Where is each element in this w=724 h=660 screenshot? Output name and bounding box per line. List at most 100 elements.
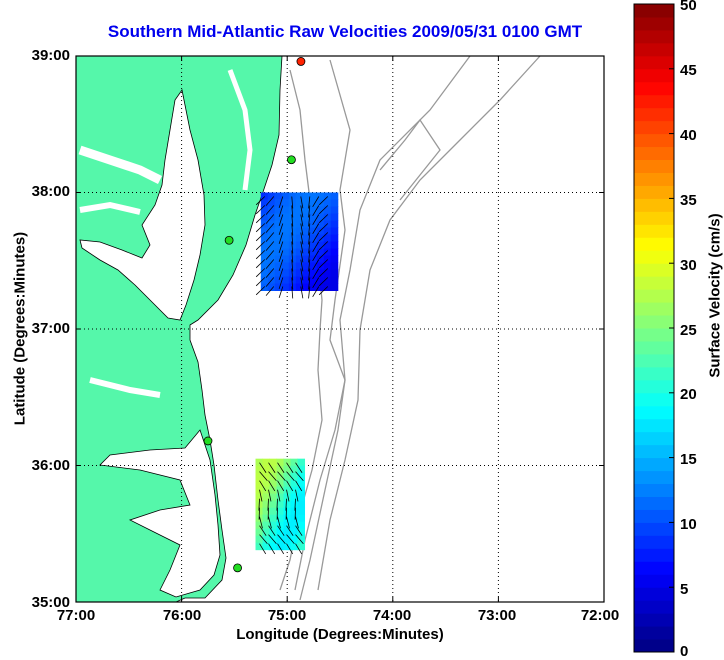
velocity-cell: [256, 543, 264, 551]
velocity-cell: [268, 242, 276, 250]
colorbar-segment: [634, 289, 674, 302]
velocity-cell: [331, 277, 339, 285]
colorbar-segment: [634, 56, 674, 69]
velocity-cell: [331, 207, 339, 215]
velocity-cell: [282, 270, 290, 278]
x-axis-label: Longitude (Degrees:Minutes): [75, 626, 605, 643]
x-tick-label: 74:00: [362, 607, 422, 624]
velocity-cell: [298, 536, 306, 544]
velocity-cell: [270, 515, 278, 523]
velocity-cell: [263, 459, 271, 467]
colorbar-segment: [634, 445, 674, 458]
velocity-cell: [324, 228, 332, 236]
colorbar-segment: [634, 211, 674, 224]
velocity-cell: [270, 508, 278, 516]
colorbar-segment: [634, 4, 674, 17]
y-tick-label: 39:00: [8, 47, 70, 64]
colorbar-segment: [634, 30, 674, 43]
velocity-cell: [275, 284, 283, 292]
velocity-cell: [324, 249, 332, 257]
colorbar-segment: [634, 43, 674, 56]
velocity-cell: [298, 508, 306, 516]
velocity-cell: [268, 284, 276, 292]
velocity-cell: [268, 263, 276, 271]
colorbar-segment: [634, 393, 674, 406]
velocity-cell: [282, 256, 290, 264]
velocity-cell: [331, 221, 339, 229]
velocity-cell: [298, 515, 306, 523]
velocity-cell: [331, 270, 339, 278]
velocity-cell: [324, 242, 332, 250]
colorbar-segment: [634, 276, 674, 289]
colorbar-segment: [634, 458, 674, 471]
colorbar-tick-label: 50: [680, 0, 710, 14]
colorbar-tick-label: 15: [680, 451, 710, 468]
colorbar-segment: [634, 250, 674, 263]
x-tick-label: 72:00: [570, 607, 630, 624]
velocity-cell: [284, 501, 292, 509]
colorbar-segment: [634, 95, 674, 108]
y-axis-label: Latitude (Degrees:Minutes): [12, 189, 29, 469]
velocity-cell: [282, 235, 290, 243]
y-tick-label: 35:00: [8, 594, 70, 611]
velocity-cell: [331, 284, 339, 292]
colorbar-segment: [634, 561, 674, 574]
colorbar-segment: [634, 172, 674, 185]
velocity-cell: [268, 249, 276, 257]
velocity-cell: [331, 242, 339, 250]
colorbar-segment: [634, 263, 674, 276]
colorbar-segment: [634, 185, 674, 198]
velocity-cell: [270, 501, 278, 509]
colorbar-segment: [634, 160, 674, 173]
colorbar-segment: [634, 522, 674, 535]
colorbar-tick-label: 5: [680, 581, 710, 598]
colorbar-segment: [634, 198, 674, 211]
velocity-cell: [256, 473, 264, 481]
velocity-cell: [298, 501, 306, 509]
colorbar-tick-label: 10: [680, 516, 710, 533]
velocity-cell: [331, 249, 339, 257]
colorbar-segment: [634, 302, 674, 315]
radar-station-marker: [234, 564, 242, 572]
velocity-cell: [277, 536, 285, 544]
colorbar-tick-label: 40: [680, 127, 710, 144]
colorbar-tick-label: 45: [680, 62, 710, 79]
colorbar-tick-label: 20: [680, 386, 710, 403]
velocity-cell: [289, 193, 297, 201]
velocity-cell: [275, 221, 283, 229]
colorbar-segment: [634, 587, 674, 600]
colorbar-segment: [634, 574, 674, 587]
colorbar-segment: [634, 17, 674, 30]
velocity-cell: [291, 487, 299, 495]
velocity-cell: [298, 459, 306, 467]
velocity-cell: [291, 466, 299, 474]
colorbar-segment: [634, 639, 674, 652]
colorbar-segment: [634, 613, 674, 626]
colorbar-segment: [634, 147, 674, 160]
velocity-cell: [331, 214, 339, 222]
colorbar-segment: [634, 341, 674, 354]
velocity-cell: [263, 494, 271, 502]
colorbar-tick-label: 25: [680, 322, 710, 339]
radar-station-marker: [204, 437, 212, 445]
velocity-cell: [331, 228, 339, 236]
velocity-cell: [317, 214, 325, 222]
velocity-cell: [310, 221, 318, 229]
colorbar-tick-label: 30: [680, 257, 710, 274]
velocity-cell: [317, 277, 325, 285]
colorbar-label: Surface Velocity (cm/s): [707, 146, 724, 446]
velocity-cell: [324, 207, 332, 215]
velocity-cell: [284, 536, 292, 544]
velocity-cell: [282, 207, 290, 215]
velocity-cell: [284, 508, 292, 516]
velocity-cell: [282, 193, 290, 201]
x-tick-label: 73:00: [467, 607, 527, 624]
velocity-cell: [270, 459, 278, 467]
velocity-cell: [331, 235, 339, 243]
colorbar-tick-label: 0: [680, 643, 710, 660]
radar-station-marker: [297, 57, 305, 65]
colorbar-segment: [634, 367, 674, 380]
velocity-cell: [277, 459, 285, 467]
colorbar-segment: [634, 82, 674, 95]
velocity-cell: [282, 249, 290, 257]
